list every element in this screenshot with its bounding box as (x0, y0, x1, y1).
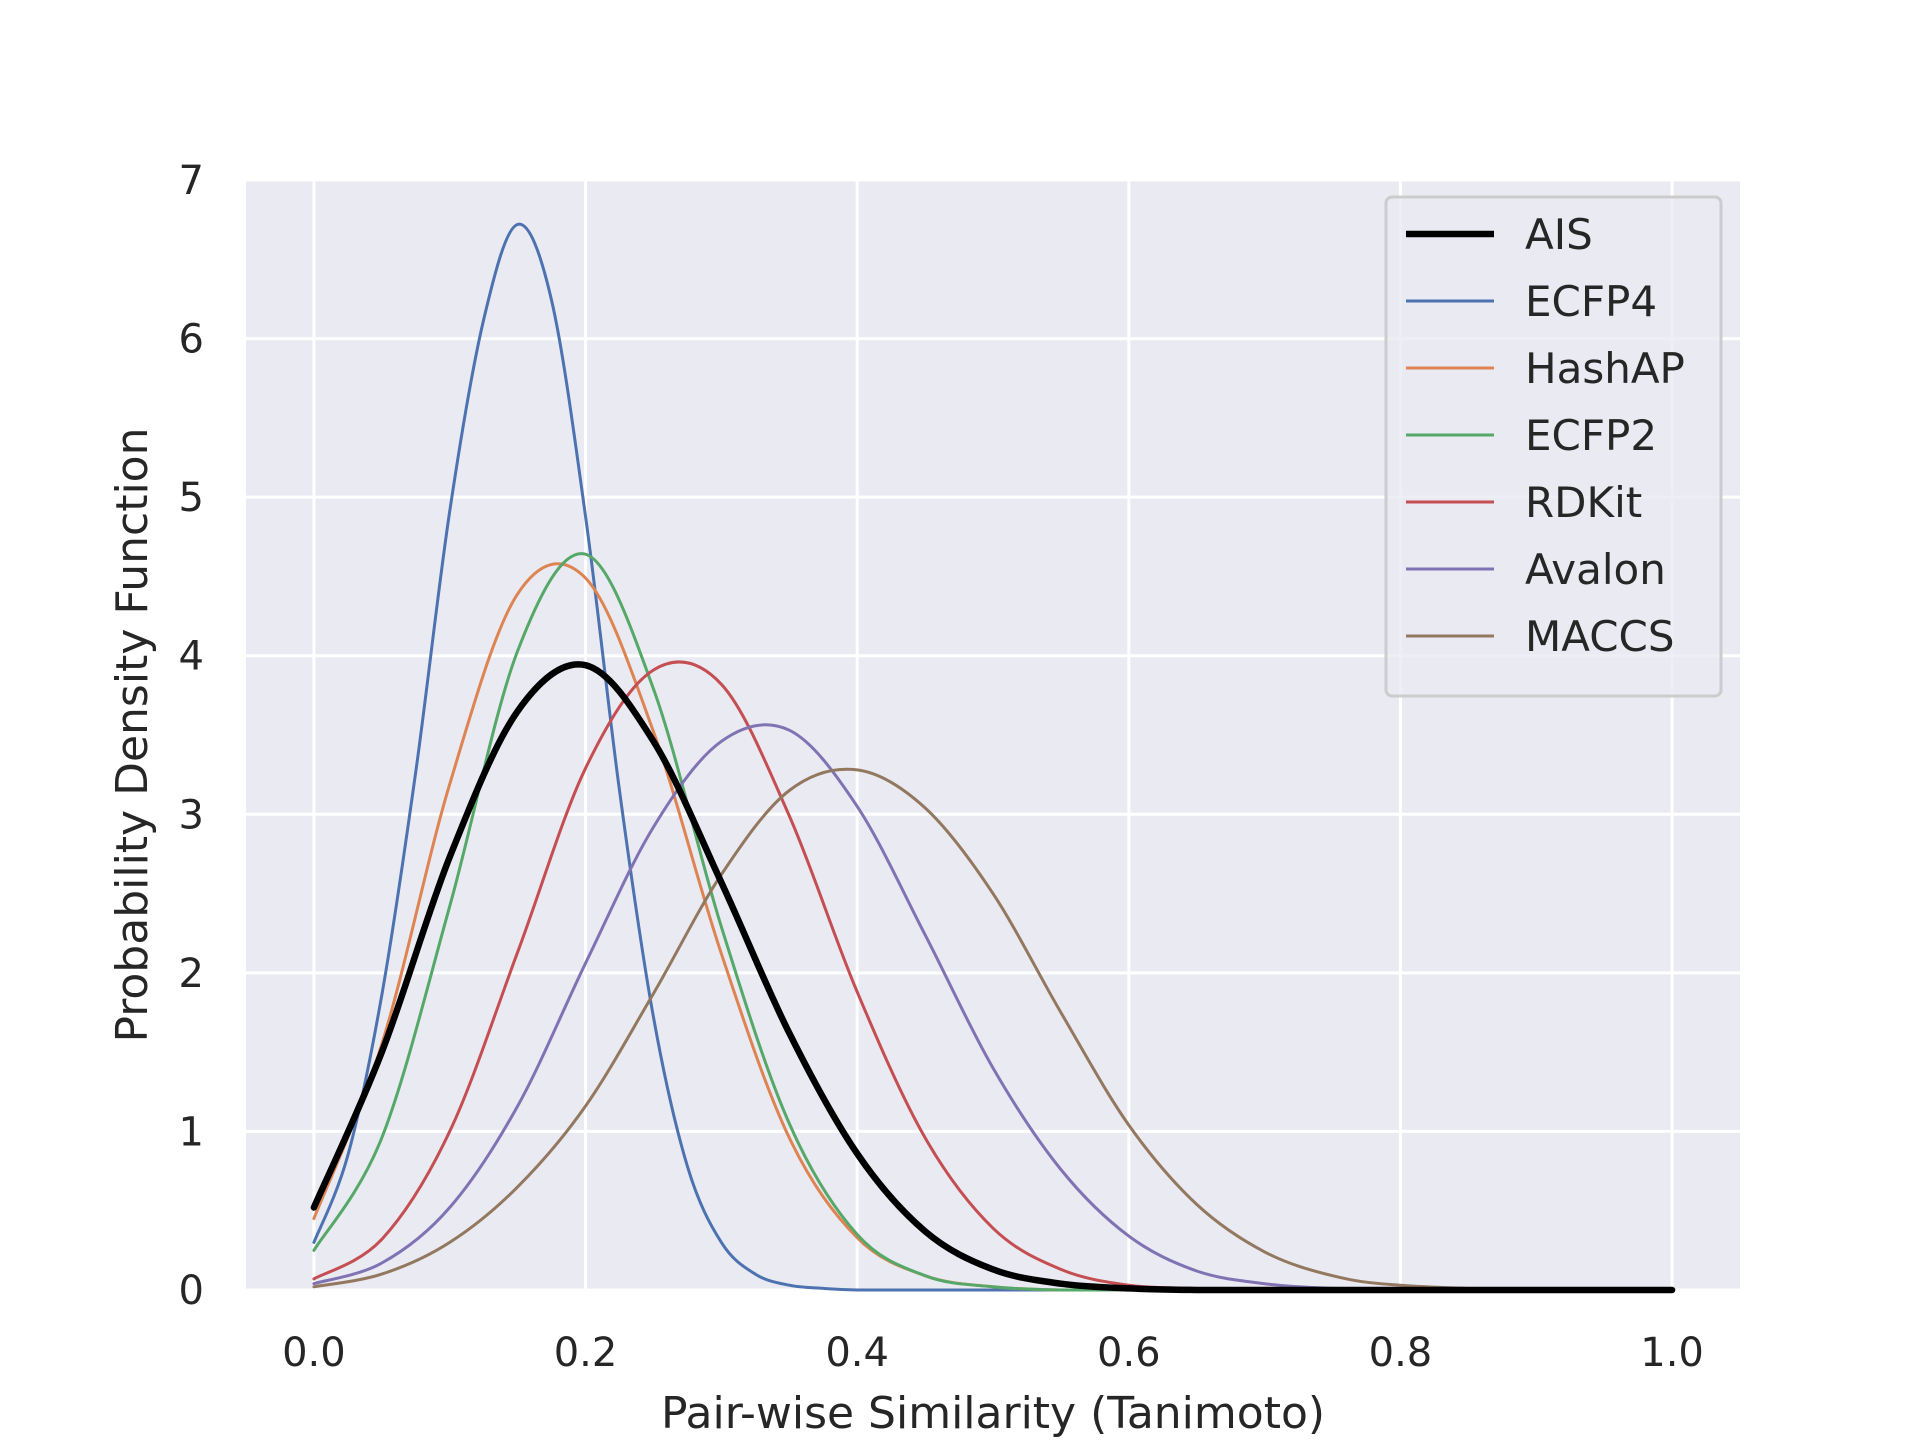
x-tick-label: 0.6 (1097, 1330, 1161, 1376)
x-tick-label: 0.4 (825, 1330, 889, 1376)
legend-frame (1384, 195, 1723, 698)
y-tick-label: 1 (179, 1109, 204, 1155)
legend-label-ais: AIS (1525, 210, 1593, 259)
y-axis-ticks: 0 1 2 3 4 5 6 7 (179, 158, 204, 1314)
legend-label-ecfp2: ECFP2 (1525, 411, 1657, 460)
y-tick-label: 4 (179, 634, 204, 680)
y-tick-label: 6 (179, 317, 204, 363)
y-tick-label: 2 (179, 951, 204, 997)
y-tick-label: 3 (179, 792, 204, 838)
legend-label-ecfp4: ECFP4 (1525, 277, 1657, 326)
legend-label-maccs: MACCS (1525, 612, 1675, 661)
x-axis-ticks: 0.0 0.2 0.4 0.6 0.8 1.0 (282, 1330, 1704, 1376)
x-tick-label: 1.0 (1640, 1330, 1704, 1376)
x-tick-label: 0.2 (554, 1330, 618, 1376)
y-tick-label: 7 (179, 158, 204, 204)
series-line-maccs (312, 767, 1674, 1292)
x-tick-label: 0.0 (282, 1330, 346, 1376)
legend-label-hashap: HashAP (1525, 344, 1685, 393)
y-axis-label: Probability Density Function (107, 428, 158, 1043)
y-tick-label: 0 (179, 1268, 204, 1314)
x-tick-label: 0.8 (1369, 1330, 1433, 1376)
y-tick-label: 5 (179, 475, 204, 521)
series-layer (310, 222, 1676, 1294)
x-axis-label: Pair-wise Similarity (Tanimoto) (661, 1388, 1325, 1439)
legend-label-avalon: Avalon (1525, 545, 1666, 594)
series-line-ais (310, 661, 1676, 1294)
legend: AIS ECFP4 HashAP ECFP2 RDKit Avalon MACCS (1384, 195, 1723, 698)
legend-label-rdkit: RDKit (1525, 478, 1642, 527)
